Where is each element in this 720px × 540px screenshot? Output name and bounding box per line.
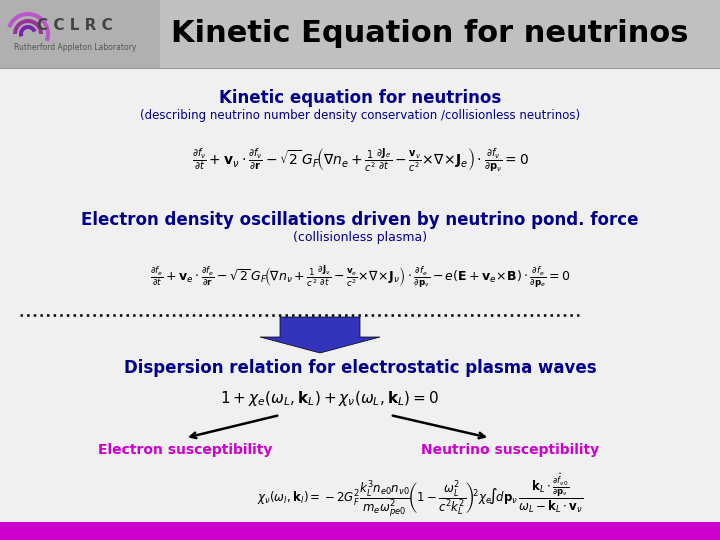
Text: Rutherford Appleton Laboratory: Rutherford Appleton Laboratory (14, 44, 136, 52)
Text: Neutrino susceptibility: Neutrino susceptibility (421, 443, 599, 457)
Wedge shape (13, 19, 43, 34)
Text: (describing neutrino number density conservation /collisionless neutrinos): (describing neutrino number density cons… (140, 110, 580, 123)
Text: Electron susceptibility: Electron susceptibility (98, 443, 272, 457)
Text: $1+\chi_e(\omega_L,\mathbf{k}_L)+\chi_\nu(\omega_L,\mathbf{k}_L)=0$: $1+\chi_e(\omega_L,\mathbf{k}_L)+\chi_\n… (220, 388, 440, 408)
Text: $\chi_\nu(\omega_l,\mathbf{k}_l)=-2G_F^2\dfrac{k_L^3 n_{e0}n_{\nu 0}}{m_e\omega_: $\chi_\nu(\omega_l,\mathbf{k}_l)=-2G_F^2… (257, 471, 583, 519)
Text: (collisionless plasma): (collisionless plasma) (293, 231, 427, 244)
Bar (0, 68, 720, 522)
Text: Electron density oscillations driven by neutrino pond. force: Electron density oscillations driven by … (81, 211, 639, 229)
Text: Kinetic equation for neutrinos: Kinetic equation for neutrinos (219, 89, 501, 107)
Wedge shape (7, 12, 50, 42)
Text: $\frac{\partial f_e}{\partial t}+\mathbf{v}_e\cdot\frac{\partial f_e}{\partial \: $\frac{\partial f_e}{\partial t}+\mathbf… (150, 264, 570, 290)
Bar (0, 0, 160, 68)
Bar (0, 0, 720, 68)
Text: Dispersion relation for electrostatic plasma waves: Dispersion relation for electrostatic pl… (124, 359, 596, 377)
Text: C C L R C: C C L R C (37, 17, 113, 32)
Text: Kinetic Equation for neutrinos: Kinetic Equation for neutrinos (171, 19, 689, 49)
Polygon shape (260, 317, 380, 353)
Text: $\frac{\partial f_\nu}{\partial t}+\mathbf{v}_\nu\cdot\frac{\partial f_\nu}{\par: $\frac{\partial f_\nu}{\partial t}+\math… (192, 146, 528, 174)
Bar (0, 522, 720, 540)
Wedge shape (19, 25, 37, 37)
